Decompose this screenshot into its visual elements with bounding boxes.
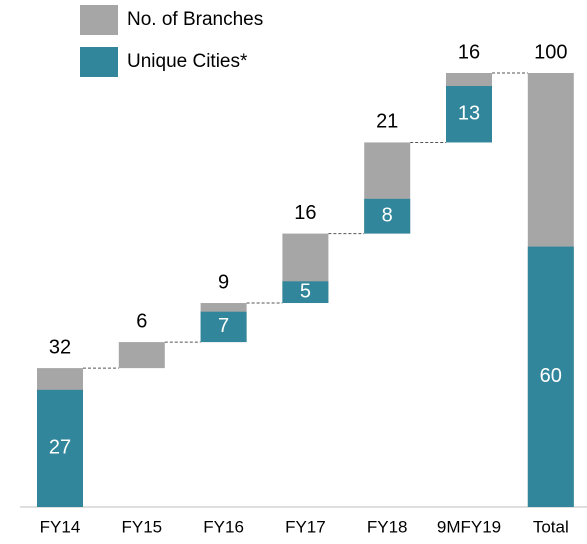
x-tick-label: 9MFY19: [437, 517, 501, 536]
legend-swatch: [80, 47, 118, 77]
x-tick-label: FY16: [203, 517, 244, 536]
city-bar: [37, 389, 83, 507]
branch-label: 9: [218, 271, 229, 293]
x-tick-label: FY15: [121, 517, 162, 536]
city-bar: [527, 246, 574, 507]
city-label: 60: [540, 365, 562, 387]
city-label: 8: [382, 205, 393, 227]
city-bar: [446, 86, 492, 143]
branch-label: 16: [458, 41, 480, 63]
x-tick-label: FY14: [40, 517, 81, 536]
legend-swatch: [80, 5, 118, 35]
city-label: 7: [218, 315, 229, 337]
city-label: 13: [458, 103, 480, 125]
city-bar: [200, 311, 247, 343]
city-bar: [282, 281, 329, 304]
branch-label: 16: [294, 202, 316, 224]
legend-label: Unique Cities*: [127, 51, 248, 72]
legend-label: No. of Branches: [127, 9, 263, 30]
branch-label: 32: [49, 336, 71, 358]
branch-label: 100: [534, 41, 567, 63]
city-bar: [364, 198, 411, 234]
city-label: 5: [300, 280, 311, 302]
branch-bar: [118, 342, 165, 369]
city-label: 27: [49, 437, 71, 459]
branch-label: 6: [136, 310, 147, 332]
x-tick-label: Total: [533, 517, 569, 536]
branch-label: 21: [376, 111, 398, 133]
x-tick-label: FY18: [367, 517, 408, 536]
x-tick-label: FY17: [285, 517, 326, 536]
